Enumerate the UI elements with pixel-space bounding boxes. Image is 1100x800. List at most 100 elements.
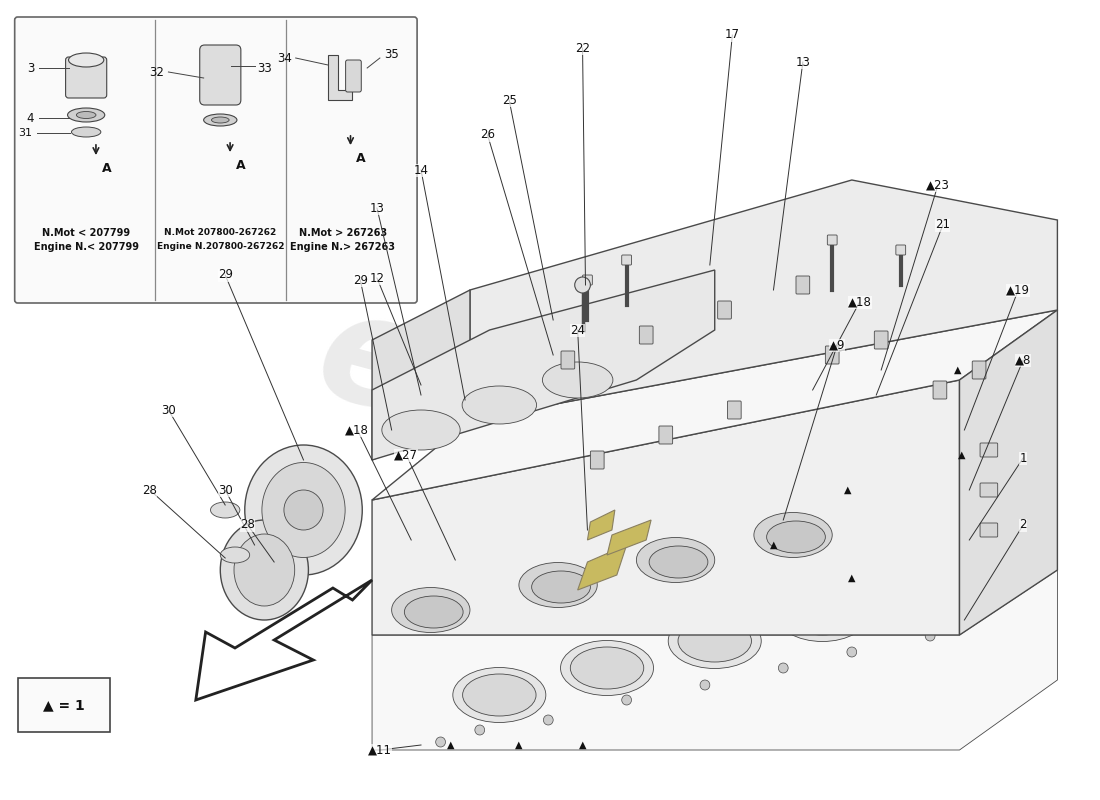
Text: 21: 21	[935, 218, 950, 231]
Polygon shape	[470, 180, 1057, 420]
Circle shape	[847, 647, 857, 657]
Circle shape	[574, 277, 591, 293]
Text: 26: 26	[480, 129, 495, 142]
Text: N.Mot > 267263: N.Mot > 267263	[298, 228, 387, 238]
FancyBboxPatch shape	[345, 60, 361, 92]
Circle shape	[543, 715, 553, 725]
Ellipse shape	[776, 586, 869, 642]
Text: Engine N.< 207799: Engine N.< 207799	[34, 242, 139, 252]
Text: 33: 33	[257, 62, 272, 74]
Text: ▲11: ▲11	[367, 743, 392, 757]
Text: ▲: ▲	[515, 740, 522, 750]
Polygon shape	[196, 580, 372, 700]
Text: ▲27: ▲27	[394, 449, 418, 462]
Ellipse shape	[245, 445, 362, 575]
Text: 35: 35	[384, 49, 398, 62]
Ellipse shape	[405, 596, 463, 628]
FancyBboxPatch shape	[583, 275, 592, 285]
Text: 28: 28	[142, 483, 157, 497]
Ellipse shape	[392, 587, 470, 633]
Text: 30: 30	[161, 403, 176, 417]
FancyBboxPatch shape	[972, 361, 986, 379]
Text: ▲: ▲	[447, 740, 454, 750]
Text: 13: 13	[370, 202, 384, 214]
Polygon shape	[607, 520, 651, 555]
Text: 30: 30	[218, 483, 232, 497]
Text: 12: 12	[370, 271, 384, 285]
Text: 22: 22	[575, 42, 590, 54]
Text: 28: 28	[240, 518, 255, 531]
Circle shape	[925, 631, 935, 641]
Ellipse shape	[767, 521, 825, 553]
Text: 24: 24	[570, 323, 585, 337]
FancyBboxPatch shape	[980, 483, 998, 497]
Ellipse shape	[649, 546, 708, 578]
Text: ▲23: ▲23	[926, 178, 950, 191]
Text: ▲: ▲	[958, 450, 965, 460]
Ellipse shape	[570, 647, 644, 689]
Circle shape	[436, 737, 446, 747]
Ellipse shape	[382, 410, 460, 450]
Text: eurobas: eurobas	[301, 278, 1012, 602]
FancyBboxPatch shape	[933, 381, 947, 399]
Text: ▲: ▲	[954, 365, 961, 375]
Text: 1: 1	[1020, 451, 1027, 465]
Text: ▲: ▲	[848, 573, 856, 583]
FancyBboxPatch shape	[796, 276, 810, 294]
Ellipse shape	[210, 502, 240, 518]
FancyBboxPatch shape	[980, 523, 998, 537]
Text: 25: 25	[502, 94, 517, 106]
Polygon shape	[372, 270, 715, 460]
Ellipse shape	[637, 538, 715, 582]
Ellipse shape	[204, 114, 236, 126]
FancyBboxPatch shape	[200, 45, 241, 105]
Text: ▲9: ▲9	[829, 338, 846, 351]
FancyBboxPatch shape	[895, 245, 905, 255]
FancyBboxPatch shape	[591, 451, 604, 469]
Ellipse shape	[462, 386, 537, 424]
Circle shape	[700, 680, 710, 690]
Text: 13: 13	[795, 55, 811, 69]
Text: 2: 2	[1020, 518, 1027, 531]
Ellipse shape	[453, 667, 546, 722]
Circle shape	[475, 725, 485, 735]
FancyBboxPatch shape	[639, 326, 653, 344]
Text: ▲18: ▲18	[345, 423, 370, 437]
FancyBboxPatch shape	[980, 443, 998, 457]
Ellipse shape	[754, 513, 833, 558]
FancyBboxPatch shape	[874, 331, 888, 349]
Circle shape	[621, 695, 631, 705]
Ellipse shape	[542, 362, 613, 398]
FancyBboxPatch shape	[66, 57, 107, 98]
Ellipse shape	[678, 620, 751, 662]
FancyBboxPatch shape	[14, 17, 417, 303]
FancyBboxPatch shape	[827, 235, 837, 245]
Ellipse shape	[72, 127, 101, 137]
Ellipse shape	[262, 462, 345, 558]
Ellipse shape	[668, 614, 761, 669]
Text: a passion for cars since 1985: a passion for cars since 1985	[406, 497, 887, 655]
Circle shape	[779, 663, 789, 673]
Text: 14: 14	[414, 163, 429, 177]
FancyBboxPatch shape	[561, 351, 574, 369]
Text: ▲: ▲	[844, 485, 851, 495]
Text: N.Mot < 207799: N.Mot < 207799	[42, 228, 130, 238]
Polygon shape	[372, 290, 470, 460]
Ellipse shape	[519, 562, 597, 607]
Text: A: A	[356, 152, 366, 165]
Text: ▲8: ▲8	[1015, 354, 1032, 366]
Text: 31: 31	[19, 128, 32, 138]
FancyBboxPatch shape	[717, 301, 732, 319]
Text: 32: 32	[150, 66, 165, 78]
Polygon shape	[959, 310, 1057, 635]
Polygon shape	[372, 570, 1057, 750]
FancyBboxPatch shape	[621, 255, 631, 265]
Ellipse shape	[67, 108, 104, 122]
Circle shape	[284, 490, 323, 530]
Polygon shape	[372, 310, 1057, 500]
Text: 29: 29	[218, 269, 233, 282]
Polygon shape	[578, 545, 627, 590]
Ellipse shape	[220, 547, 250, 563]
Text: Engine N.207800-267262: Engine N.207800-267262	[156, 242, 284, 251]
Polygon shape	[328, 55, 352, 100]
